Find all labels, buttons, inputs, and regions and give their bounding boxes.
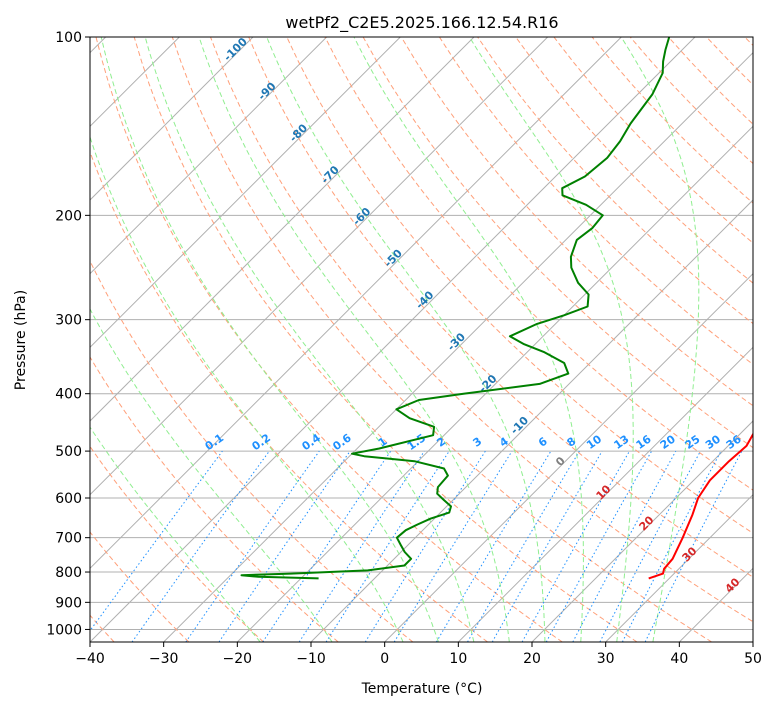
y-tick-label: 300	[55, 313, 82, 329]
mixing-ratio-line	[218, 450, 351, 642]
isotherm-line	[163, 51, 753, 642]
isotherm-line	[457, 346, 753, 642]
moist-adiabat-line	[620, 37, 700, 642]
y-tick-label: 500	[55, 444, 82, 460]
y-axis-label: Pressure (hPa)	[13, 290, 29, 390]
series-layer	[240, 37, 753, 580]
temperature-line	[648, 432, 753, 580]
x-tick-label: −10	[296, 651, 326, 667]
y-tick-label: 700	[55, 531, 82, 547]
isotherm-line	[90, 37, 328, 275]
isotherm-line	[90, 37, 622, 570]
dry-adiabat-line	[133, 37, 638, 642]
x-tick-label: −40	[75, 651, 105, 667]
x-tick-label: 30	[597, 651, 615, 667]
isotherm-line	[90, 37, 475, 422]
dry-adiabat-line	[171, 37, 712, 642]
isotherm-line	[90, 37, 696, 642]
moist-adiabat-line	[266, 37, 546, 642]
dry-adiabat-line	[90, 356, 339, 642]
mixing-ratio-line	[325, 450, 450, 642]
y-tick-label: 800	[55, 565, 82, 581]
mixing-ratio-line	[185, 450, 320, 642]
y-tick-label: 1000	[46, 622, 82, 638]
x-tick-label: −30	[149, 651, 179, 667]
isotherm-line	[90, 37, 254, 201]
isotherm-line	[531, 420, 753, 642]
moist-adiabat-line	[198, 37, 510, 642]
moist-adiabat-line	[100, 37, 439, 642]
x-tick-label: 40	[670, 651, 688, 667]
dry-adiabat-line	[90, 445, 264, 642]
x-tick-label: −20	[223, 651, 253, 667]
dry-adiabat-line	[90, 531, 190, 642]
y-tick-label: 100	[55, 30, 82, 46]
dewpoint-line	[240, 37, 671, 580]
mixing-ratio-line	[131, 450, 270, 642]
dry-adiabat-line	[324, 37, 753, 491]
y-tick-label: 200	[55, 208, 82, 224]
moist-adiabat-line	[90, 308, 333, 642]
isotherm-line	[90, 37, 549, 496]
moist-adiabat-line	[90, 426, 261, 642]
grid-layer	[90, 37, 753, 642]
isotherm-line	[90, 37, 401, 349]
mixing-ratio-line	[572, 450, 677, 642]
isotherm-line	[605, 493, 753, 642]
plot-frame	[89, 36, 754, 643]
mixing-ratio-line	[298, 450, 425, 642]
x-axis-label: Temperature (°C)	[361, 681, 483, 697]
dry-adiabat-line	[95, 37, 563, 642]
isotherm-line	[384, 272, 753, 642]
isotherm-line	[236, 125, 753, 642]
y-tick-label: 900	[55, 595, 82, 611]
ticks-layer: −40 −30 −20 −10 0 10 20 30 40 50 1000 900 800 700 600 5…	[46, 30, 762, 667]
mixing-ratio-line	[90, 450, 223, 632]
dry-adiabat-line	[90, 150, 488, 642]
y-tick-label: 400	[55, 387, 82, 403]
dry-adiabat-line	[210, 37, 753, 623]
dry-adiabat-line	[438, 37, 753, 366]
moist-adiabat-line	[144, 37, 475, 642]
mixing-ratio-line	[262, 450, 392, 642]
mixing-ratio-line	[644, 450, 743, 642]
x-tick-label: 10	[449, 651, 467, 667]
mixing-ratio-line	[545, 450, 653, 642]
moist-adiabat-line	[353, 37, 584, 642]
mixing-ratio-line	[393, 450, 513, 642]
mixing-ratio-line	[521, 450, 630, 642]
dry-adiabat-line	[90, 259, 414, 642]
dry-adiabat-line	[400, 37, 753, 407]
x-tick-label: 20	[523, 651, 541, 667]
x-tick-label: 50	[744, 651, 762, 667]
dry-adiabat-line	[515, 37, 753, 284]
dry-adiabat-line	[248, 37, 753, 578]
chart-title: wetPf2_C2E5.2025.166.12.54.R16	[285, 13, 558, 33]
y-tick-label: 600	[55, 491, 82, 507]
x-tick-label: 0	[380, 651, 389, 667]
